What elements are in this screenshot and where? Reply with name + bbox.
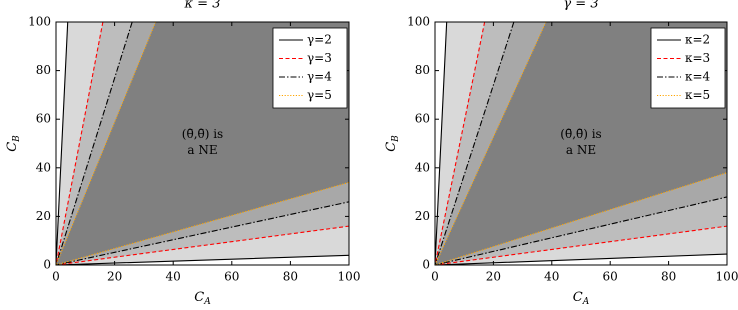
series-line [435,22,727,265]
legend-label: κ=3 [685,51,710,65]
x-tick-label: 80 [283,270,298,284]
y-tick-label: 60 [36,112,51,126]
series-line [56,22,349,265]
y-axis-label-main: C [5,142,20,152]
x-axis-label-sub: A [582,297,590,307]
x-tick-label: 40 [544,270,559,284]
x-tick-label: 100 [716,270,738,284]
x-tick-label: 0 [52,270,60,284]
y-tick-label: 0 [43,258,51,272]
annotation: a NE [187,143,217,157]
annotation: (θ̄,θ̄) is [182,127,223,141]
y-axis-label-sub: B [12,135,22,143]
y-tick-label: 20 [415,209,430,223]
x-axis-label-main: C [194,290,204,305]
series-line [56,22,349,265]
legend-box [650,27,726,109]
x-tick-label: 100 [338,270,361,284]
y-tick-label: 80 [36,63,51,77]
y-axis-label: CB [384,135,401,152]
x-axis-label-sub: A [203,297,211,307]
x-tick-label: 80 [661,270,676,284]
legend-label: γ=4 [307,70,332,84]
x-axis-label: CA [573,290,590,307]
x-tick-label: 20 [107,270,122,284]
y-tick-label: 80 [415,63,430,77]
series-line [56,22,349,265]
x-tick-label: 40 [166,270,181,284]
annotation: (θ̄,θ̄) is [560,127,601,141]
series-line [435,22,727,265]
y-tick-label: 100 [407,15,430,29]
annotation: a NE [566,143,596,157]
legend-label: γ=2 [307,33,332,47]
legend-label: κ=4 [685,70,711,84]
legend-label: κ=5 [685,88,710,102]
legend-box [272,27,348,109]
chart-title: γ = 3 [563,0,598,12]
plot-frame [55,21,350,266]
y-axis-label: CB [5,135,22,152]
series-line [435,22,727,265]
plot-frame [434,21,728,266]
x-axis-label-main: C [573,290,583,305]
y-tick-label: 40 [36,160,51,174]
series-line [56,22,349,265]
series-line [435,22,727,265]
y-axis-label-main: C [384,142,399,152]
y-tick-label: 20 [36,209,51,223]
legend-label: κ=2 [685,33,710,47]
x-tick-label: 60 [224,270,239,284]
chart-title: κ = 3 [184,0,221,12]
x-tick-label: 60 [603,270,618,284]
x-axis-label: CA [194,290,211,307]
y-tick-label: 0 [422,258,430,272]
y-tick-label: 40 [415,160,430,174]
legend-label: γ=3 [307,51,332,65]
x-tick-label: 20 [486,270,501,284]
y-tick-label: 100 [28,15,51,29]
x-tick-label: 0 [431,270,439,284]
y-tick-label: 60 [415,112,430,126]
legend-label: γ=5 [307,88,332,102]
y-axis-label-sub: B [391,135,401,143]
